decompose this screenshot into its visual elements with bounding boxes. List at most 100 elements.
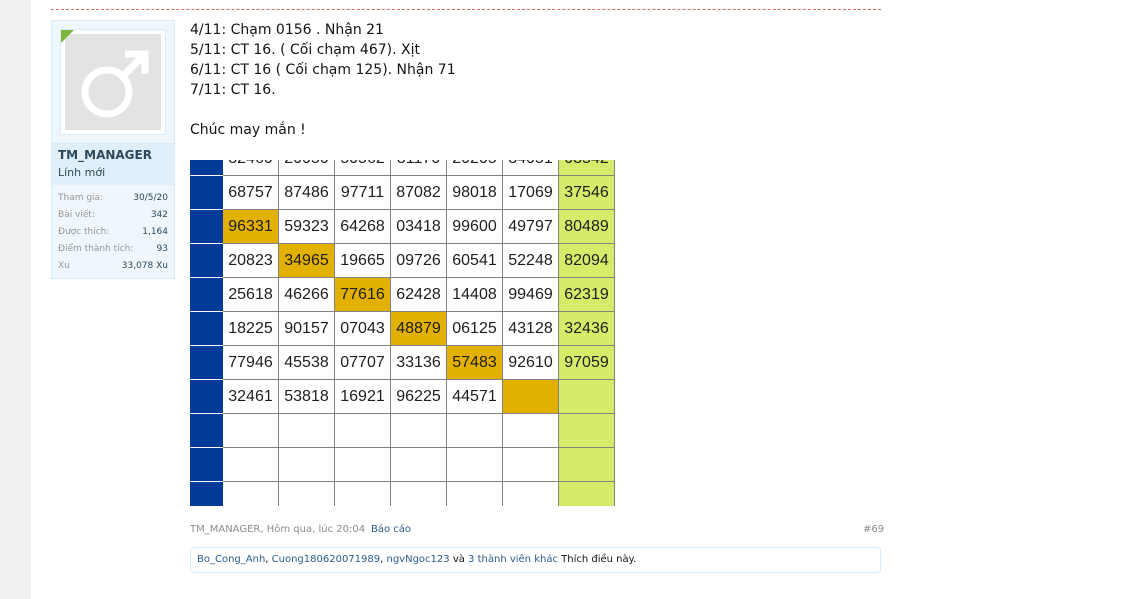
table-row: 32461 53818 16921 96225 44571 <box>190 380 615 414</box>
row-marker-cell <box>190 244 223 278</box>
table-cell: 99469 <box>503 278 559 312</box>
table-cell: 99600 <box>447 210 503 244</box>
table-cell: 32460 <box>223 160 279 176</box>
table-cell: 87082 <box>391 176 447 210</box>
table-cell: 20823 <box>223 244 279 278</box>
table-cell: 20205 <box>447 160 503 176</box>
table-row: 25618 46266 77616 62428 14408 99469 62319 <box>190 278 615 312</box>
table-cell <box>279 448 335 482</box>
table-cell <box>559 414 615 448</box>
table-cell: 14408 <box>447 278 503 312</box>
table-cell <box>503 414 559 448</box>
table-cell: 92610 <box>503 346 559 380</box>
report-link[interactable]: Báo cáo <box>371 524 412 535</box>
lottery-table-image: 3246020050505623117020205340510354268757… <box>190 160 670 506</box>
others-link[interactable]: 3 thành viên khác <box>468 554 558 565</box>
stat-coins: Xu 33,078 Xu <box>58 261 168 275</box>
row-marker-cell <box>190 414 223 448</box>
stat-label: Được thích: <box>58 227 110 237</box>
stat-value[interactable]: 93 <box>156 244 168 254</box>
stat-joined: Tham gia: 30/5/20 <box>58 193 168 207</box>
table-cell <box>335 448 391 482</box>
table-cell: 64268 <box>335 210 391 244</box>
message-line: 5/11: CT 16. ( Cối chạm 467). Xịt <box>190 42 420 58</box>
post-meta: TM_MANAGER, Hôm qua, lúc 20:04 <box>190 524 366 535</box>
table-cell: 57483 <box>447 346 503 380</box>
table-cell <box>391 448 447 482</box>
table-cell: 34051 <box>503 160 559 176</box>
table-cell: 18225 <box>223 312 279 346</box>
post-number[interactable]: #69 <box>863 524 885 535</box>
stat-trophy-points[interactable]: Điểm thành tích: 93 <box>58 244 168 258</box>
page-right-margin <box>1117 0 1132 599</box>
table-row-partial: 32460200505056231170202053405103542 <box>190 160 615 176</box>
and-text: và <box>452 554 465 565</box>
table-cell: 19665 <box>335 244 391 278</box>
table-cell: 46266 <box>279 278 335 312</box>
table-cell: 98018 <box>447 176 503 210</box>
stat-value: 30/5/20 <box>133 193 168 203</box>
stat-label: Điểm thành tích: <box>58 244 134 254</box>
table-cell: 96225 <box>391 380 447 414</box>
username[interactable]: TM_MANAGER <box>58 148 152 162</box>
table-cell: 77616 <box>335 278 391 312</box>
table-cell: 32436 <box>559 312 615 346</box>
row-marker-cell <box>190 346 223 380</box>
table-cell: 97059 <box>559 346 615 380</box>
table-cell: 03542 <box>559 160 615 176</box>
like-user-link[interactable]: Cuong180620071989 <box>271 554 381 565</box>
table-cell <box>447 482 503 506</box>
table-cell: 09726 <box>391 244 447 278</box>
table-cell: 97711 <box>335 176 391 210</box>
row-marker-cell <box>190 278 223 312</box>
stat-label: Bài viết: <box>58 210 95 220</box>
table-cell: 87486 <box>279 176 335 210</box>
likes-summary: Bo_Cong_Anh, Cuong180620071989, ngvNgoc1… <box>190 547 881 573</box>
table-cell <box>503 482 559 506</box>
row-marker-cell <box>190 312 223 346</box>
table-cell: 03418 <box>391 210 447 244</box>
row-marker-cell <box>190 176 223 210</box>
table-cell: 34965 <box>279 244 335 278</box>
stat-posts[interactable]: Bài viết: 342 <box>58 210 168 224</box>
table-cell: 62319 <box>559 278 615 312</box>
table-row <box>190 482 615 506</box>
table-cell: 90157 <box>279 312 335 346</box>
table-cell: 59323 <box>279 210 335 244</box>
table-cell <box>503 448 559 482</box>
stat-likes: Được thích: 1,164 <box>58 227 168 241</box>
message-line: 7/11: CT 16. <box>190 82 276 98</box>
likes-suffix: Thích điều này. <box>561 554 637 565</box>
table-cell: 48879 <box>391 312 447 346</box>
table-cell: 53818 <box>279 380 335 414</box>
like-user-link[interactable]: ngvNgoc123 <box>386 554 450 565</box>
row-marker-cell <box>190 448 223 482</box>
avatar[interactable] <box>60 29 166 135</box>
table-cell <box>559 448 615 482</box>
separator: , <box>380 554 387 565</box>
table-cell <box>335 482 391 506</box>
user-title: Lính mới <box>58 166 106 179</box>
table-cell: 60541 <box>447 244 503 278</box>
message-line: 6/11: CT 16 ( Cối chạm 125). Nhận 71 <box>190 62 456 78</box>
table-cell: 62428 <box>391 278 447 312</box>
table-cell <box>223 414 279 448</box>
table-cell <box>223 448 279 482</box>
table-row: 96331 59323 64268 03418 99600 49797 80489 <box>190 210 615 244</box>
table-cell: 43128 <box>503 312 559 346</box>
stat-value[interactable]: 342 <box>150 210 168 220</box>
row-marker-cell <box>190 482 223 506</box>
message-line: Chúc may mắn ! <box>190 122 306 138</box>
table-cell: 82094 <box>559 244 615 278</box>
table-cell <box>503 380 559 414</box>
table-cell <box>279 482 335 506</box>
post-divider <box>51 9 881 10</box>
row-marker-cell <box>190 210 223 244</box>
row-marker-cell <box>190 380 223 414</box>
row-marker-cell <box>190 160 223 176</box>
message-line: 4/11: Chạm 0156 . Nhận 21 <box>190 22 384 38</box>
table-cell: 49797 <box>503 210 559 244</box>
like-user-link[interactable]: Bo_Cong_Anh <box>197 554 266 565</box>
table-cell <box>447 414 503 448</box>
table-cell: 77946 <box>223 346 279 380</box>
